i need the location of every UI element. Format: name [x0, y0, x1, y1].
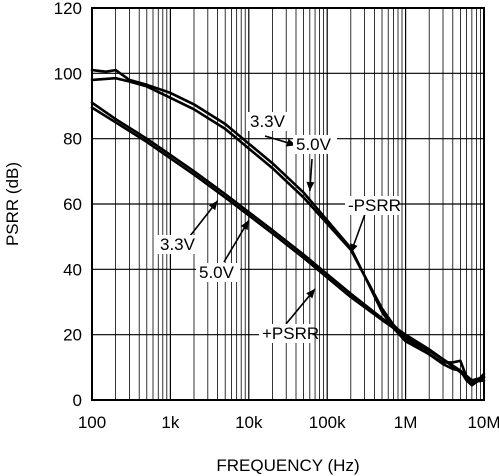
annotation-label: 5.0V	[199, 263, 235, 282]
x-axis-label: FREQUENCY (Hz)	[216, 456, 359, 475]
annotation-label-bg	[157, 235, 201, 254]
annotation-label: +PSRR	[262, 324, 319, 343]
annotation-label: 3.3V	[160, 235, 196, 254]
y-tick-label: 0	[73, 391, 82, 410]
y-tick-label: 40	[63, 260, 82, 279]
x-tick-label: 100k	[309, 413, 346, 432]
annotation-arrowhead	[306, 181, 315, 191]
annotation-label-bg	[247, 112, 291, 131]
annotation-label: -PSRR	[348, 196, 401, 215]
y-tick-label: 100	[54, 64, 82, 83]
annotation-label: 3.3V	[250, 112, 286, 131]
annotation-label-bg	[259, 324, 313, 343]
y-axis-label: PSRR (dB)	[3, 162, 22, 246]
annotation-arrowhead	[306, 288, 316, 299]
annotation-arrowhead	[350, 243, 358, 253]
plot-frame	[91, 7, 485, 401]
annotation-label-bg	[293, 135, 337, 154]
x-tick-label: 1M	[394, 413, 418, 432]
x-tick-label: 100	[78, 413, 106, 432]
y-tick-label: 20	[63, 326, 82, 345]
x-tick-label: 10M	[467, 413, 499, 432]
annotation-arrowhead	[240, 220, 249, 231]
y-tick-label: 60	[63, 195, 82, 214]
series-line-4	[90, 101, 486, 382]
x-tick-label: 1k	[161, 413, 179, 432]
annotation-label-bg	[196, 263, 240, 282]
y-tick-label: 120	[54, 0, 82, 18]
annotation-label: 5.0V	[296, 135, 332, 154]
tick-labels: 100 1k 10k 100k 1M 10M 0 20 40 60 80 100 120	[54, 0, 499, 432]
annotation-label-bg	[345, 196, 399, 215]
x-tick-label: 10k	[235, 413, 263, 432]
y-tick-label: 80	[63, 130, 82, 149]
annotation-arrowhead	[208, 200, 218, 211]
